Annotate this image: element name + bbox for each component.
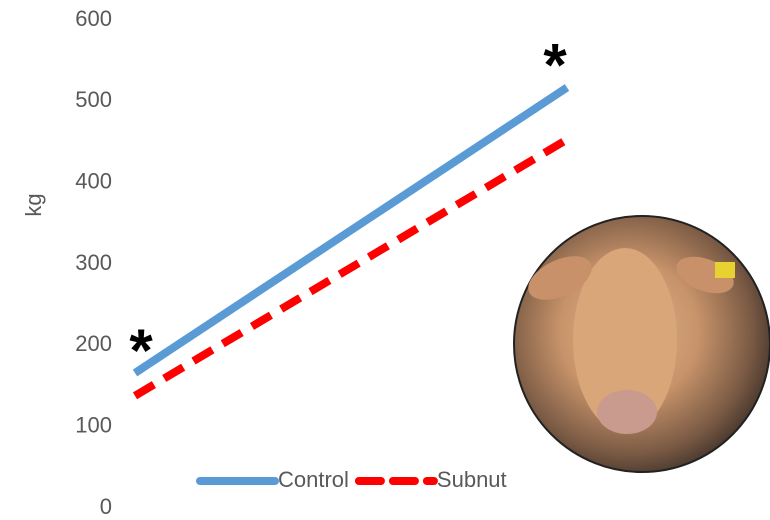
y-tick-label: 300 (75, 250, 112, 275)
legend-label: Control (278, 467, 349, 492)
y-tick-label: 500 (75, 87, 112, 112)
y-tick-label: 0 (100, 494, 112, 519)
y-tick-label: 400 (75, 168, 112, 193)
y-tick-label: 100 (75, 412, 112, 437)
annotation: * (129, 317, 153, 384)
cow-photo (513, 215, 770, 473)
annotation: * (543, 31, 567, 98)
y-tick-label: 600 (75, 6, 112, 31)
y-tick-label: 200 (75, 331, 112, 356)
legend-label: Subnut (437, 467, 507, 492)
line-series (132, 136, 570, 400)
y-axis-label: kg (21, 193, 46, 216)
line-series (132, 84, 570, 377)
